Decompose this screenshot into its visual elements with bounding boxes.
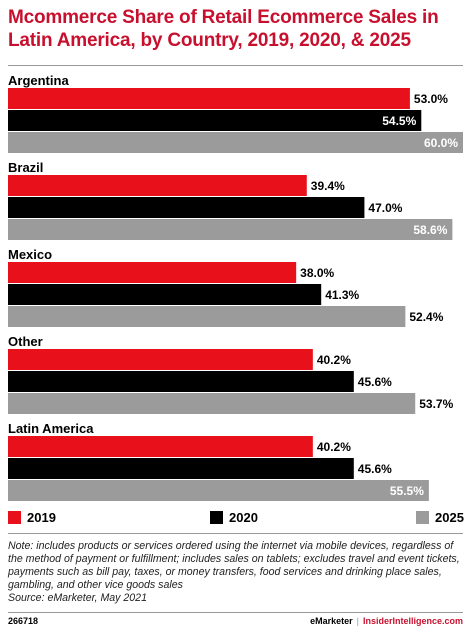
legend-swatch-2025 xyxy=(416,511,429,524)
data-label: 39.4% xyxy=(311,179,345,193)
title-divider xyxy=(8,65,463,66)
data-label: 40.2% xyxy=(317,440,351,454)
data-label: 47.0% xyxy=(368,201,402,215)
footer-brand: eMarketer | InsiderIntelligence.com xyxy=(310,616,463,626)
bar-2019 xyxy=(8,349,313,370)
bar-2019 xyxy=(8,88,410,109)
brand-separator: | xyxy=(356,616,359,626)
category-label: Other xyxy=(8,334,43,349)
bar-2019 xyxy=(8,436,313,457)
legend-swatch-2020 xyxy=(210,511,223,524)
data-label: 53.0% xyxy=(414,92,448,106)
bar-2025 xyxy=(8,132,463,153)
category-label: Mexico xyxy=(8,247,52,262)
legend-item-2025: 2025 xyxy=(416,510,464,525)
bar-2020 xyxy=(8,197,365,218)
category-label: Brazil xyxy=(8,160,43,175)
legend-label-2020: 2020 xyxy=(229,510,258,525)
category-label: Argentina xyxy=(8,73,69,88)
data-label: 41.3% xyxy=(325,288,359,302)
data-label: 45.6% xyxy=(358,375,392,389)
bar-chart: Argentina 53.0% 54.5% 60.0% Brazil 39.4% 47.0%… xyxy=(8,73,463,501)
bar-2020 xyxy=(8,371,354,392)
brand-insider-intelligence: InsiderIntelligence.com xyxy=(362,616,463,626)
bar-2019 xyxy=(8,175,307,196)
legend-item-2020: 2020 xyxy=(210,510,258,525)
bar-2020 xyxy=(8,110,422,131)
bar-2025 xyxy=(8,393,416,414)
bar-2025 xyxy=(8,219,453,240)
data-label: 55.5% xyxy=(390,484,424,498)
legend-swatch-2019 xyxy=(8,511,21,524)
legend-label-2025: 2025 xyxy=(435,510,464,525)
bar-2020 xyxy=(8,284,322,305)
source-text: Source: eMarketer, May 2021 xyxy=(8,592,147,604)
bar-2020 xyxy=(8,458,354,479)
chart-id: 266718 xyxy=(8,616,39,626)
note-text: Note: includes products or services orde… xyxy=(8,540,460,591)
legend-label-2019: 2019 xyxy=(27,510,56,525)
bar-2019 xyxy=(8,262,297,283)
data-label: 45.6% xyxy=(358,462,392,476)
data-label: 60.0% xyxy=(424,136,458,150)
chart-title: Mcommerce Share of Retail Ecommerce Sale… xyxy=(8,7,439,51)
data-label: 52.4% xyxy=(409,310,443,324)
bar-2025 xyxy=(8,480,429,501)
chart-note: Note: includes products or services orde… xyxy=(8,540,466,605)
data-label: 53.7% xyxy=(419,397,453,411)
data-label: 54.5% xyxy=(382,114,416,128)
data-label: 40.2% xyxy=(317,353,351,367)
data-label: 38.0% xyxy=(300,266,334,280)
legend-item-2019: 2019 xyxy=(8,510,56,525)
data-label: 58.6% xyxy=(413,223,447,237)
footer-divider xyxy=(8,612,463,613)
note-divider xyxy=(8,533,463,534)
bar-2025 xyxy=(8,306,406,327)
brand-emarketer: eMarketer xyxy=(310,616,353,626)
category-label: Latin America xyxy=(8,421,94,436)
